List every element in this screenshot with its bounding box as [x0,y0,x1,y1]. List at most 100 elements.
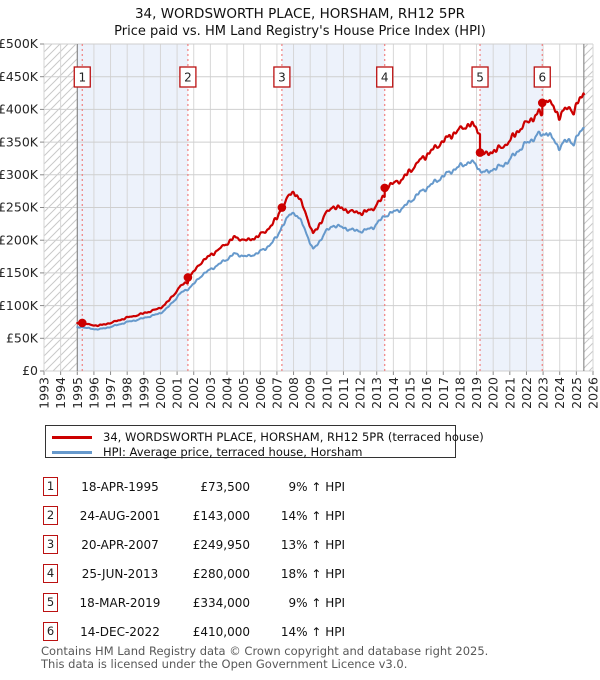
sale-number-badge: 6 [43,622,58,641]
sale-price: £143,000 [192,509,250,523]
y-tick-label: £100K [0,298,39,313]
table-row: 1 18-APR-1995 £73,500 9% ↑ HPI [0,477,600,497]
y-tick-label: £450K [0,69,39,84]
x-tick-label: 2026 [586,377,600,409]
x-tick-label: 1993 [37,377,52,409]
x-tick-label: 2013 [369,377,384,409]
sale-number-label: 3 [278,71,286,85]
chart-title: 34, WORDSWORTH PLACE, HORSHAM, RH12 5PR [134,6,466,22]
sale-date: 24-AUG-2001 [79,509,161,523]
x-tick-label: 2007 [269,377,284,409]
sale-vs-hpi: 9% ↑ HPI [288,596,345,610]
x-tick-label: 2001 [170,377,185,409]
x-tick-label: 2025 [569,377,584,409]
footer-line-2: This data is licensed under the Open Gov… [41,657,408,671]
hpi-series-line [76,126,585,331]
chart-legend: 34, WORDSWORTH PLACE, HORSHAM, RH12 5PR … [45,425,484,459]
price-series-line [76,92,585,328]
sale-number-badge: 4 [43,564,58,583]
price-vs-hpi-chart: 1993 1994 1995 1996 1997 1998 1999 2000 2001 2002… [0,36,600,409]
legend-label-hpi: HPI: Average price, terraced house, Hors… [103,445,363,459]
x-tick-label: 2024 [552,377,567,409]
x-tick-label: 1995 [70,377,85,409]
y-tick-label: £200K [0,232,39,247]
legend-label-price: 34, WORDSWORTH PLACE, HORSHAM, RH12 5PR … [103,430,484,444]
sale-marker [475,148,485,157]
sale-number-label: 2 [184,71,192,85]
sale-date: 18-APR-1995 [81,480,159,494]
license-footer: Contains HM Land Registry data © Crown c… [41,645,488,671]
sale-price: £73,500 [200,480,250,494]
hpi-line-sample [52,450,92,454]
legend-item-hpi: HPI: Average price, terraced house, Hors… [52,445,455,459]
sale-number-box [273,66,291,88]
x-tick-label: 2010 [319,377,334,409]
x-tick-label: 2000 [153,377,168,409]
sale-price: £280,000 [192,567,250,581]
chart-subtitle: Price paid vs. HM Land Registry's House … [114,24,486,39]
sale-date: 14-DEC-2022 [80,625,160,639]
sale-number-box [179,66,197,88]
table-row: 4 25-JUN-2013 £280,000 18% ↑ HPI [0,564,600,584]
y-tick-label: £250K [0,200,39,215]
sale-date: 20-APR-2007 [81,538,159,552]
x-tick-label: 2014 [386,377,401,409]
sale-number-badge: 5 [43,593,58,612]
sale-number-badge: 2 [43,506,58,525]
table-row: 2 24-AUG-2001 £143,000 14% ↑ HPI [0,506,600,526]
x-tick-label: 2015 [403,377,418,409]
legend-item-price: 34, WORDSWORTH PLACE, HORSHAM, RH12 5PR … [52,430,484,444]
table-row: 5 18-MAR-2019 £334,000 9% ↑ HPI [0,593,600,613]
x-tick-label: 1994 [53,377,68,409]
sale-vs-hpi: 18% ↑ HPI [280,567,345,581]
price-line-sample [52,435,92,439]
sale-number-box [471,66,489,88]
table-row: 6 14-DEC-2022 £410,000 14% ↑ HPI [0,622,600,642]
sale-date: 18-MAR-2019 [79,596,161,610]
y-tick-label: £350K [0,134,39,149]
x-tick-label: 2019 [469,377,484,409]
sale-number-label: 1 [78,71,86,85]
footer-line-1: Contains HM Land Registry data © Crown c… [41,644,489,658]
sale-number-badge: 1 [43,477,58,496]
x-tick-label: 1997 [103,377,118,409]
sale-number-box [73,66,91,88]
sale-marker [277,203,287,212]
sale-vs-hpi: 13% ↑ HPI [280,538,345,552]
sale-number-label: 4 [381,71,389,85]
sale-number-label: 6 [538,71,546,85]
sale-vs-hpi: 14% ↑ HPI [280,625,345,639]
x-tick-label: 2003 [203,377,218,409]
x-tick-label: 2022 [519,377,534,409]
x-tick-label: 2005 [236,377,251,409]
sale-marker [380,183,390,193]
sale-number-label: 5 [476,71,484,85]
sale-number-box [533,66,551,88]
sale-number-badge: 3 [43,535,58,554]
x-tick-label: 1996 [86,377,101,409]
sale-marker [77,318,87,328]
y-tick-label: £0 [22,363,38,378]
sale-marker [183,273,193,282]
x-tick-label: 1998 [120,377,135,409]
sale-number-box [376,66,394,88]
sale-vs-hpi: 14% ↑ HPI [280,509,345,523]
y-tick-label: £150K [0,265,39,280]
x-tick-label: 2012 [353,377,368,409]
x-tick-label: 2016 [419,377,434,409]
sale-date: 25-JUN-2013 [81,567,159,581]
x-tick-label: 2006 [253,377,268,409]
sale-price: £249,950 [192,538,250,552]
x-tick-label: 2004 [220,377,235,409]
sale-price: £334,000 [192,596,250,610]
x-tick-label: 2021 [502,377,517,409]
sale-vs-hpi: 9% ↑ HPI [288,480,345,494]
x-tick-label: 2018 [452,377,467,409]
table-row: 3 20-APR-2007 £249,950 13% ↑ HPI [0,535,600,555]
x-tick-label: 2008 [286,377,301,409]
x-tick-label: 2017 [436,377,451,409]
sale-price: £410,000 [192,625,250,639]
x-tick-label: 2020 [486,377,501,409]
y-tick-label: £400K [0,102,39,117]
y-tick-label: £300K [0,167,39,182]
